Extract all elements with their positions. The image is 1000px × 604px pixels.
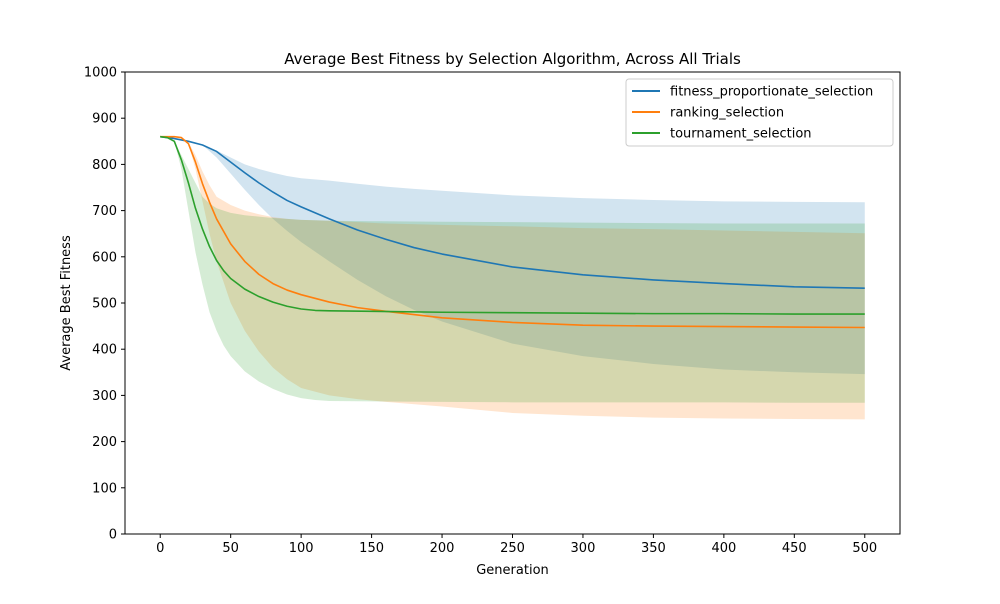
y-axis-label: Average Best Fitness <box>59 235 74 371</box>
band-fitness_proportionate_selection <box>160 136 865 375</box>
chart-title: Average Best Fitness by Selection Algori… <box>284 50 741 68</box>
y-tick-label: 300 <box>92 389 117 404</box>
confidence-bands <box>160 136 865 420</box>
x-tick-label: 0 <box>156 541 164 556</box>
x-tick-label: 350 <box>641 541 666 556</box>
y-tick-label: 900 <box>92 112 117 127</box>
line-fitness_proportionate_selection <box>160 135 865 290</box>
legend-box <box>625 78 894 147</box>
y-tick-label: 400 <box>92 343 117 358</box>
x-tick-label: 450 <box>782 541 807 556</box>
x-axis-ticks: 0 50 100 150 200 250 300 350 400 450 500 <box>156 534 877 556</box>
y-tick-label: 600 <box>92 250 117 265</box>
x-axis-label: Generation <box>476 563 549 578</box>
legend-label: fitness_proportionate_selection <box>670 85 873 100</box>
x-tick-label: 500 <box>852 541 877 556</box>
x-tick-label: 400 <box>711 541 736 556</box>
legend-label: tournament_selection <box>670 127 812 142</box>
x-tick-label: 100 <box>289 541 314 556</box>
band-ranking_selection <box>160 136 865 420</box>
y-tick-label: 700 <box>92 204 117 219</box>
y-tick-label: 800 <box>92 158 117 173</box>
y-tick-label: 0 <box>109 528 117 543</box>
line-ranking_selection <box>160 135 865 329</box>
legend: fitness_proportionate_selection ranking_s… <box>625 78 894 147</box>
band-tournament_selection <box>160 136 865 403</box>
legend-label: ranking_selection <box>670 106 784 121</box>
y-tick-label: 500 <box>92 297 117 312</box>
y-tick-label: 100 <box>92 481 117 496</box>
x-tick-label: 50 <box>222 541 239 556</box>
line-tournament_selection <box>160 135 865 315</box>
x-tick-label: 200 <box>430 541 455 556</box>
x-tick-label: 300 <box>571 541 596 556</box>
y-tick-label: 200 <box>92 435 117 450</box>
y-tick-label: 1000 <box>84 66 117 81</box>
x-tick-label: 250 <box>500 541 525 556</box>
series-lines <box>160 135 865 329</box>
x-tick-label: 150 <box>359 541 384 556</box>
y-axis-ticks: 0 100 200 300 400 500 600 700 800 900 1000 <box>84 66 125 543</box>
